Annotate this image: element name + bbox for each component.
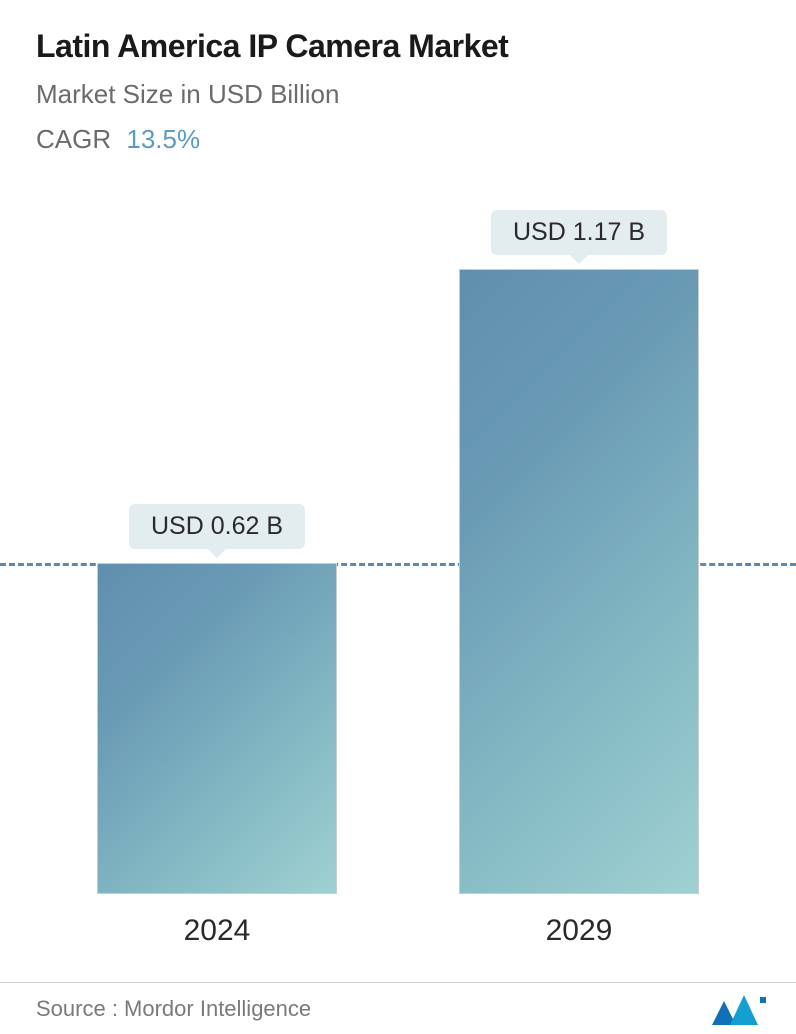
- mordor-logo-icon: [710, 991, 768, 1027]
- cagr-line: CAGR 13.5%: [36, 124, 760, 155]
- chart-footer: Source : Mordor Intelligence: [0, 982, 796, 1034]
- source-text: Source : Mordor Intelligence: [36, 996, 311, 1022]
- bars-container: USD 0.62 B USD 1.17 B: [36, 200, 760, 894]
- cagr-value: 13.5%: [126, 124, 200, 154]
- chart-title: Latin America IP Camera Market: [36, 28, 760, 65]
- chart-plot-area: USD 0.62 B USD 1.17 B: [36, 200, 760, 894]
- value-badge: USD 1.17 B: [491, 210, 667, 255]
- value-badge: USD 0.62 B: [129, 504, 305, 549]
- bar-group-2029: USD 1.17 B: [412, 200, 745, 894]
- bar-2024: [97, 563, 337, 894]
- x-axis-labels: 2024 2029: [36, 914, 760, 948]
- cagr-label: CAGR: [36, 124, 111, 154]
- chart-subtitle: Market Size in USD Billion: [36, 79, 760, 110]
- x-label: 2029: [412, 914, 745, 948]
- chart-header: Latin America IP Camera Market Market Si…: [0, 0, 796, 155]
- x-label: 2024: [50, 914, 383, 948]
- bar-group-2024: USD 0.62 B: [50, 200, 383, 894]
- bar-2029: [459, 269, 699, 894]
